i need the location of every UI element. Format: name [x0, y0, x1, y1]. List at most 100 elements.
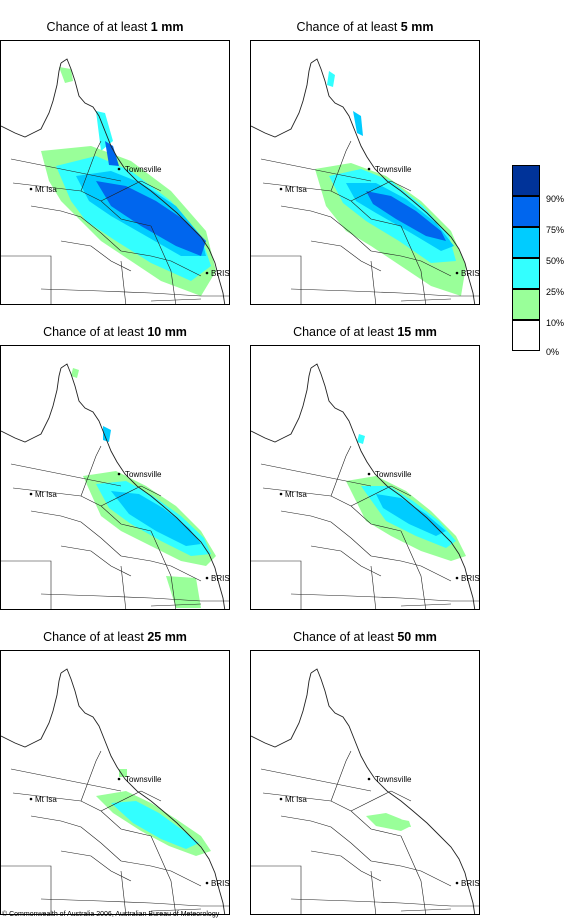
map-panel-25mm: Townsville Mt Isa BRIS [0, 650, 230, 915]
legend-swatch-10 [512, 289, 540, 320]
district-boundary [280, 205, 372, 252]
panel-title-10mm: Chance of at least 10 mm [43, 325, 187, 339]
district-boundary [100, 790, 142, 812]
district-boundary [251, 560, 302, 609]
district-boundary [30, 815, 122, 862]
district-boundary [390, 790, 412, 802]
coastline [310, 668, 476, 914]
district-boundary [60, 545, 132, 577]
mt-isa-label: Mt Isa [285, 490, 307, 499]
district-boundary [350, 485, 392, 507]
coastline [60, 668, 226, 914]
rain-probability-region [166, 576, 201, 608]
map-panel-5mm: Townsville Mt Isa BRIS [250, 40, 480, 305]
rain-probability-region [71, 368, 79, 378]
mt-isa-label: Mt Isa [35, 490, 57, 499]
panel-title-50mm: Chance of at least 50 mm [293, 630, 437, 644]
coastline [60, 58, 226, 304]
district-boundary [370, 870, 377, 914]
district-boundary [40, 288, 229, 297]
legend-swatch-75 [512, 196, 540, 227]
legend-label-50: 50% [546, 256, 565, 266]
district-boundary [251, 865, 302, 914]
queensland-map: Townsville Mt Isa BRIS [251, 363, 479, 609]
brisbane-marker [205, 881, 209, 885]
townsville-label: Townsville [125, 775, 162, 784]
mt-isa-label: Mt Isa [285, 795, 307, 804]
townsville-label: Townsville [125, 470, 162, 479]
district-boundary [30, 510, 122, 557]
legend-label-0: 0% [546, 347, 560, 357]
townsville-marker [367, 167, 371, 171]
mt-isa-marker [29, 492, 33, 496]
district-boundary [390, 485, 412, 497]
district-boundary [10, 158, 122, 182]
legend-label-90: 90% [546, 194, 565, 204]
district-boundary [310, 240, 382, 272]
legend-swatch-0 [512, 320, 540, 351]
district-boundary [310, 850, 382, 882]
district-boundary [150, 908, 202, 912]
district-boundary [400, 908, 452, 912]
district-boundary [310, 545, 382, 577]
district-boundary [350, 790, 392, 812]
district-boundary [290, 898, 479, 907]
district-boundary [1, 865, 52, 914]
mt-isa-marker [279, 492, 283, 496]
brisbane-label: BRIS [461, 879, 480, 888]
rain-probability-region [399, 819, 411, 827]
district-boundary [290, 593, 479, 602]
district-boundary [400, 298, 452, 302]
district-boundary [140, 485, 162, 497]
district-boundary [60, 850, 132, 882]
district-boundary [120, 860, 202, 887]
rain-probability-region [327, 71, 335, 87]
rain-probability-region [111, 801, 199, 849]
panel-title-1mm: Chance of at least 1 mm [46, 20, 184, 34]
panel-title-25mm: Chance of at least 25 mm [43, 630, 187, 644]
district-boundary [251, 255, 302, 304]
mt-isa-marker [279, 797, 283, 801]
queensland-map: Townsville Mt Isa BRIS [1, 58, 230, 304]
district-boundary [140, 790, 162, 802]
panel-title-15mm: Chance of at least 15 mm [293, 325, 437, 339]
coastline [310, 363, 476, 609]
district-boundary [330, 750, 352, 802]
district-boundary [400, 603, 452, 607]
district-boundary [260, 463, 372, 487]
district-boundary [40, 593, 229, 602]
legend-label-25: 25% [546, 287, 565, 297]
district-boundary [370, 250, 452, 277]
district-boundary [280, 815, 372, 862]
townsville-marker [367, 472, 371, 476]
district-boundary [1, 560, 52, 609]
map-panel-10mm: Townsville Mt Isa BRIS [0, 345, 230, 610]
map-panel-1mm: Townsville Mt Isa BRIS [0, 40, 230, 305]
district-boundary [60, 240, 132, 272]
mt-isa-marker [279, 187, 283, 191]
queensland-map: Townsville Mt Isa BRIS [1, 668, 229, 914]
queensland-map: Townsville Mt Isa BRIS [251, 668, 480, 914]
district-boundary [350, 180, 392, 202]
rain-probability-region [96, 181, 206, 256]
district-boundary [120, 250, 202, 277]
rain-probability-region [59, 67, 73, 83]
queensland-map: Townsville Mt Isa BRIS [1, 363, 229, 609]
district-boundary [80, 445, 102, 497]
mt-isa-label: Mt Isa [35, 795, 57, 804]
district-boundary [100, 180, 142, 202]
mt-isa-label: Mt Isa [285, 185, 307, 194]
district-boundary [260, 768, 372, 792]
brisbane-marker [455, 576, 459, 580]
legend-swatch-90 [512, 165, 540, 196]
district-boundary [330, 140, 352, 192]
gulf-coastline [1, 62, 62, 138]
brisbane-label: BRIS [211, 269, 230, 278]
map-panel-50mm: Townsville Mt Isa BRIS [250, 650, 480, 915]
district-boundary [370, 565, 377, 609]
rain-probability-region [105, 141, 119, 166]
district-boundary [370, 555, 452, 582]
rain-probability-region [376, 494, 446, 536]
district-boundary [390, 180, 412, 192]
brisbane-marker [205, 576, 209, 580]
